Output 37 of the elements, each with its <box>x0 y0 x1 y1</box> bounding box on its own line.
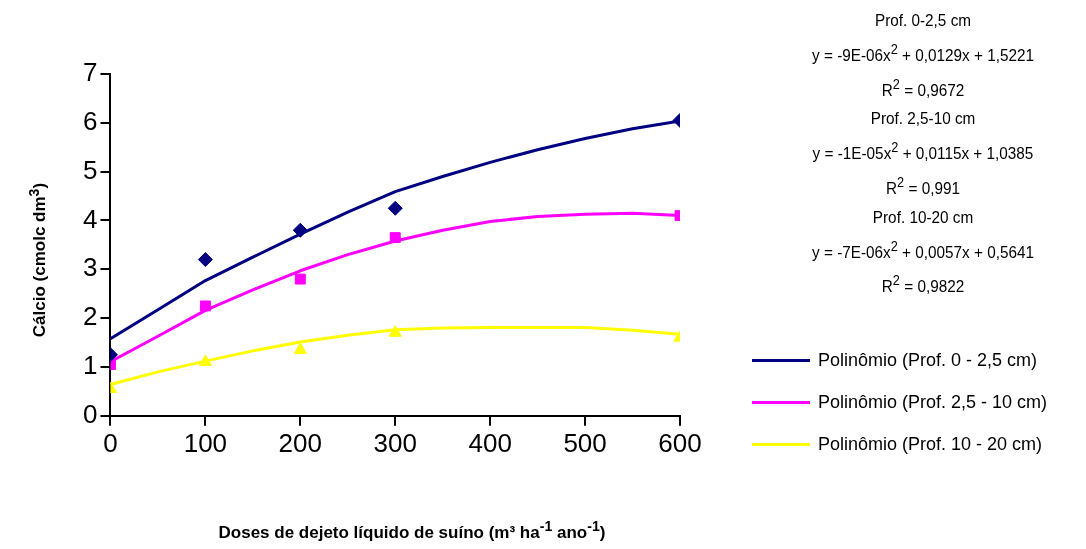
x-tick-label: 500 <box>563 427 607 458</box>
text: y = -9E-06x$^{2}$ + 0,0129x + 1,5221 <box>811 40 1035 67</box>
point <box>389 232 401 244</box>
point <box>293 342 307 354</box>
y-tick-label: 3 <box>82 252 98 283</box>
text: R$^{2}$ = 0,9672 <box>880 74 966 102</box>
y-tick-label: 4 <box>82 203 98 234</box>
text: y = -1E-05x$^{2}$ + 0,0115x + 1,0385 <box>811 138 1035 165</box>
x-tick-label: 200 <box>278 427 322 458</box>
y-tick-label: 7 <box>82 57 98 88</box>
legend-label: Polinômio (Prof. 0 - 2,5 cm) <box>818 349 1038 371</box>
point <box>294 273 306 285</box>
point <box>387 200 403 216</box>
text: R$^{2}$ = 0,9822 <box>880 271 966 298</box>
point <box>199 300 211 312</box>
legend-label: Polinômio (Prof. 2,5 - 10 cm) <box>818 391 1048 413</box>
legend-label: Polinômio (Prof. 10 - 20 cm) <box>818 433 1043 455</box>
y-tick-label: 0 <box>82 398 98 429</box>
point <box>292 222 308 238</box>
text: R$^{2}$ = 0,991 <box>885 172 961 200</box>
x-tick-label: 0 <box>103 427 118 458</box>
x-tick-label: 600 <box>658 427 702 458</box>
y-tick-label: 2 <box>82 301 98 332</box>
text: Prof. 0-2,5 cm <box>873 10 973 32</box>
x-tick-label: 100 <box>183 427 228 458</box>
point <box>388 325 402 337</box>
text: y = -7E-06x$^{2}$ + 0,0057x + 0,5641 <box>811 236 1035 264</box>
point <box>198 354 212 367</box>
point <box>197 252 213 268</box>
text: Prof. 2,5-10 cm <box>869 108 977 131</box>
x-tick-label: 400 <box>468 427 512 458</box>
x-tick-label: 300 <box>373 427 417 458</box>
x-axis-title: Doses de dejeto líquido de suíno (m³ ha$^{-1}$ ano$^{-1}$) <box>218 518 606 543</box>
text: Prof. 10-20 cm <box>871 206 975 229</box>
y-tick-label: 1 <box>82 350 98 381</box>
y-tick-label: 6 <box>82 106 98 136</box>
y-tick-label: 5 <box>82 154 98 185</box>
